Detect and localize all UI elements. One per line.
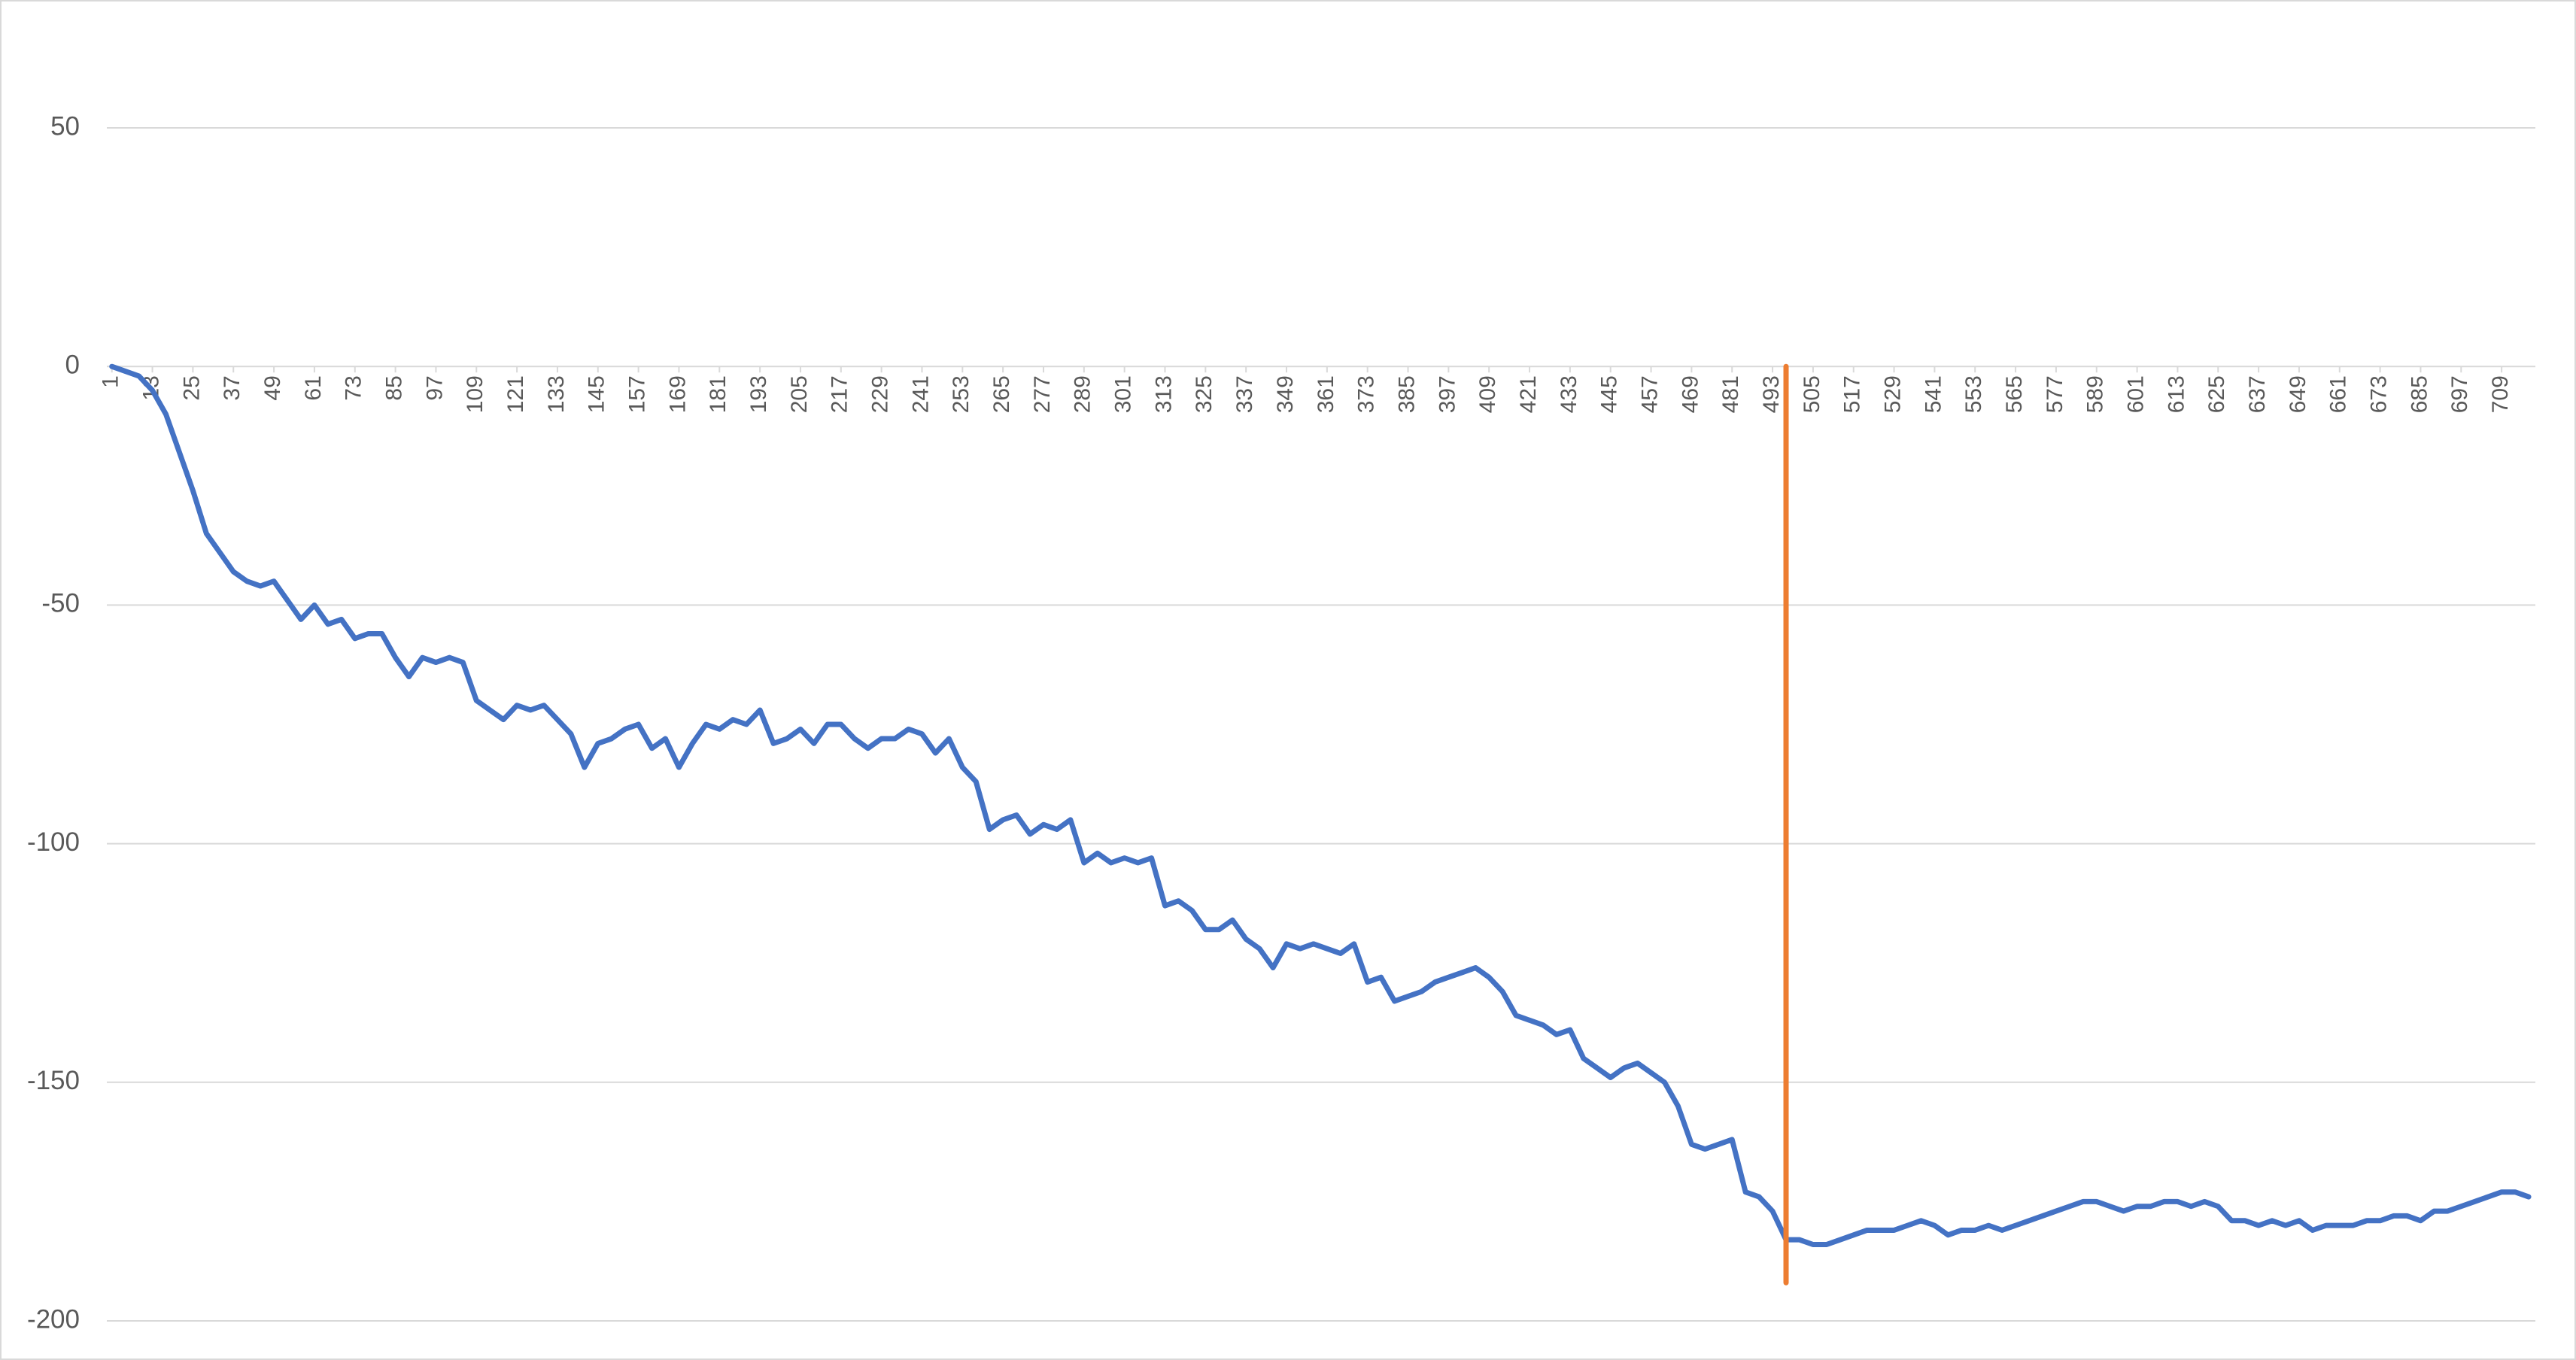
x-tick-label: 97 [422,375,447,400]
x-tick-label: 409 [1475,375,1500,413]
x-tick-label: 205 [787,375,812,413]
y-tick-label: -50 [41,589,80,618]
x-tick-label: 193 [746,375,771,413]
x-tick-label: 685 [2407,375,2432,413]
x-tick-label: 37 [220,375,245,400]
x-tick-label: 361 [1314,375,1338,413]
x-tick-label: 157 [625,375,650,413]
y-tick-label: -150 [27,1066,80,1095]
x-tick-label: 505 [1800,375,1824,413]
x-tick-label: 601 [2124,375,2149,413]
x-tick-label: 181 [706,375,731,413]
x-tick-label: 433 [1557,375,1581,413]
x-tick-label: 697 [2447,375,2472,413]
x-tick-label: 337 [1232,375,1257,413]
x-tick-label: 289 [1071,375,1095,413]
x-tick-label: 397 [1435,375,1460,413]
x-tick-label: 589 [2083,375,2108,413]
data-line [109,363,2532,1247]
x-tick-label: 529 [1880,375,1905,413]
x-tick-label: 121 [503,375,528,413]
x-tick-label: 481 [1718,375,1743,413]
y-tick-label: -100 [27,827,80,857]
x-tick-label: 457 [1637,375,1662,413]
x-tick-label: 145 [585,375,609,413]
x-tick-label: 469 [1678,375,1703,413]
y-tick-label: -200 [27,1304,80,1334]
x-tick-label: 637 [2245,375,2270,413]
x-tick-label: 313 [1151,375,1176,413]
x-tick-label: 49 [260,375,285,400]
x-tick-label: 553 [1961,375,1986,413]
x-tick-label: 541 [1921,375,1946,413]
x-tick-label: 613 [2164,375,2189,413]
x-tick-label: 673 [2367,375,2392,413]
x-tick-label: 565 [2002,375,2027,413]
x-tick-label: 25 [179,375,204,400]
x-tick-label: 85 [382,375,407,400]
x-tick-label: 577 [2043,375,2067,413]
x-tick-label: 61 [301,375,326,400]
x-tick-label: 277 [1030,375,1055,413]
x-tick-label: 73 [342,375,366,400]
x-tick-label: 661 [2326,375,2351,413]
x-tick-label: 709 [2488,375,2513,413]
x-tick-label: 217 [828,375,852,413]
x-tick-label: 493 [1759,375,1784,413]
x-tick-label: 445 [1597,375,1622,413]
x-tick-label: 133 [544,375,569,413]
x-tick-label: 649 [2286,375,2310,413]
x-tick-label: 169 [665,375,690,413]
x-tick-label: 1 [99,375,123,388]
x-tick-label: 325 [1192,375,1217,413]
x-tick-label: 253 [949,375,974,413]
x-tick-label: 421 [1516,375,1541,413]
x-tick-label: 265 [989,375,1014,413]
x-tick-label: 109 [463,375,488,413]
x-tick-label: 373 [1354,375,1379,413]
y-tick-label: 50 [50,111,80,141]
y-tick-label: 0 [65,350,80,379]
x-tick-label: 229 [868,375,893,413]
x-tick-label: 301 [1111,375,1136,413]
x-tick-label: 349 [1273,375,1298,413]
x-tick-label: 517 [1840,375,1865,413]
x-tick-label: 625 [2204,375,2229,413]
x-tick-label: 241 [908,375,933,413]
x-tick-label: 385 [1394,375,1419,413]
